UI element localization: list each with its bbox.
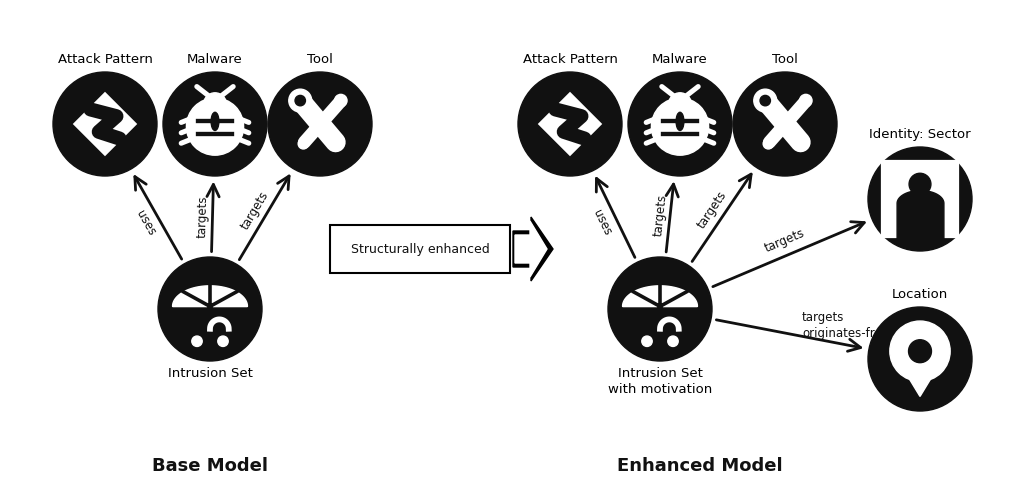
Ellipse shape: [676, 112, 684, 131]
Text: Malware: Malware: [187, 53, 243, 66]
Text: Intrusion Set: Intrusion Set: [168, 367, 253, 380]
Circle shape: [868, 147, 972, 251]
Circle shape: [628, 72, 732, 176]
Text: Tool: Tool: [307, 53, 333, 66]
Circle shape: [114, 134, 124, 144]
FancyBboxPatch shape: [881, 160, 959, 238]
Circle shape: [218, 336, 228, 346]
Ellipse shape: [652, 98, 708, 155]
Text: Intrusion Set
with motivation: Intrusion Set with motivation: [608, 367, 712, 396]
Text: targets: targets: [238, 189, 271, 232]
Text: targets: targets: [695, 188, 730, 231]
Polygon shape: [894, 354, 946, 397]
Text: Attack Pattern: Attack Pattern: [58, 53, 152, 66]
Text: uses: uses: [591, 208, 614, 237]
Text: Attack Pattern: Attack Pattern: [522, 53, 618, 66]
Ellipse shape: [798, 140, 805, 147]
Ellipse shape: [211, 112, 219, 131]
Text: targets: targets: [763, 227, 807, 256]
Circle shape: [518, 72, 622, 176]
Circle shape: [890, 321, 950, 382]
Ellipse shape: [186, 98, 244, 155]
Text: uses: uses: [133, 209, 157, 238]
Text: targets: targets: [195, 195, 210, 237]
Polygon shape: [538, 92, 602, 156]
Text: Structurally enhanced: Structurally enhanced: [351, 242, 489, 256]
Text: Tool: Tool: [772, 53, 798, 66]
Circle shape: [733, 72, 837, 176]
Text: targets
originates-from: targets originates-from: [802, 311, 893, 341]
Circle shape: [760, 95, 770, 106]
FancyBboxPatch shape: [330, 225, 510, 273]
Text: Enhanced Model: Enhanced Model: [617, 457, 782, 475]
Circle shape: [800, 94, 812, 107]
Text: Malware: Malware: [652, 53, 708, 66]
Circle shape: [268, 72, 372, 176]
Circle shape: [608, 257, 712, 361]
Circle shape: [85, 104, 96, 114]
Circle shape: [298, 139, 308, 149]
Text: Identity: Sector: Identity: Sector: [870, 128, 970, 141]
Circle shape: [641, 336, 652, 346]
Text: Location: Location: [892, 288, 948, 301]
Polygon shape: [173, 286, 248, 306]
Circle shape: [868, 307, 972, 411]
Circle shape: [192, 336, 203, 346]
Circle shape: [580, 134, 590, 144]
Circle shape: [158, 257, 262, 361]
Circle shape: [763, 139, 773, 149]
Circle shape: [909, 173, 931, 195]
Circle shape: [163, 72, 267, 176]
Polygon shape: [513, 217, 553, 281]
Circle shape: [289, 89, 311, 112]
Polygon shape: [515, 221, 547, 277]
Polygon shape: [73, 92, 138, 156]
Circle shape: [668, 336, 678, 346]
Circle shape: [550, 104, 560, 114]
Circle shape: [909, 340, 931, 363]
Text: targets: targets: [652, 194, 669, 237]
Circle shape: [754, 89, 777, 112]
Circle shape: [295, 95, 305, 106]
Circle shape: [204, 93, 226, 116]
Ellipse shape: [333, 140, 340, 147]
Circle shape: [668, 93, 692, 116]
Circle shape: [334, 94, 347, 107]
Polygon shape: [623, 286, 697, 306]
Text: Base Model: Base Model: [152, 457, 268, 475]
Circle shape: [53, 72, 157, 176]
